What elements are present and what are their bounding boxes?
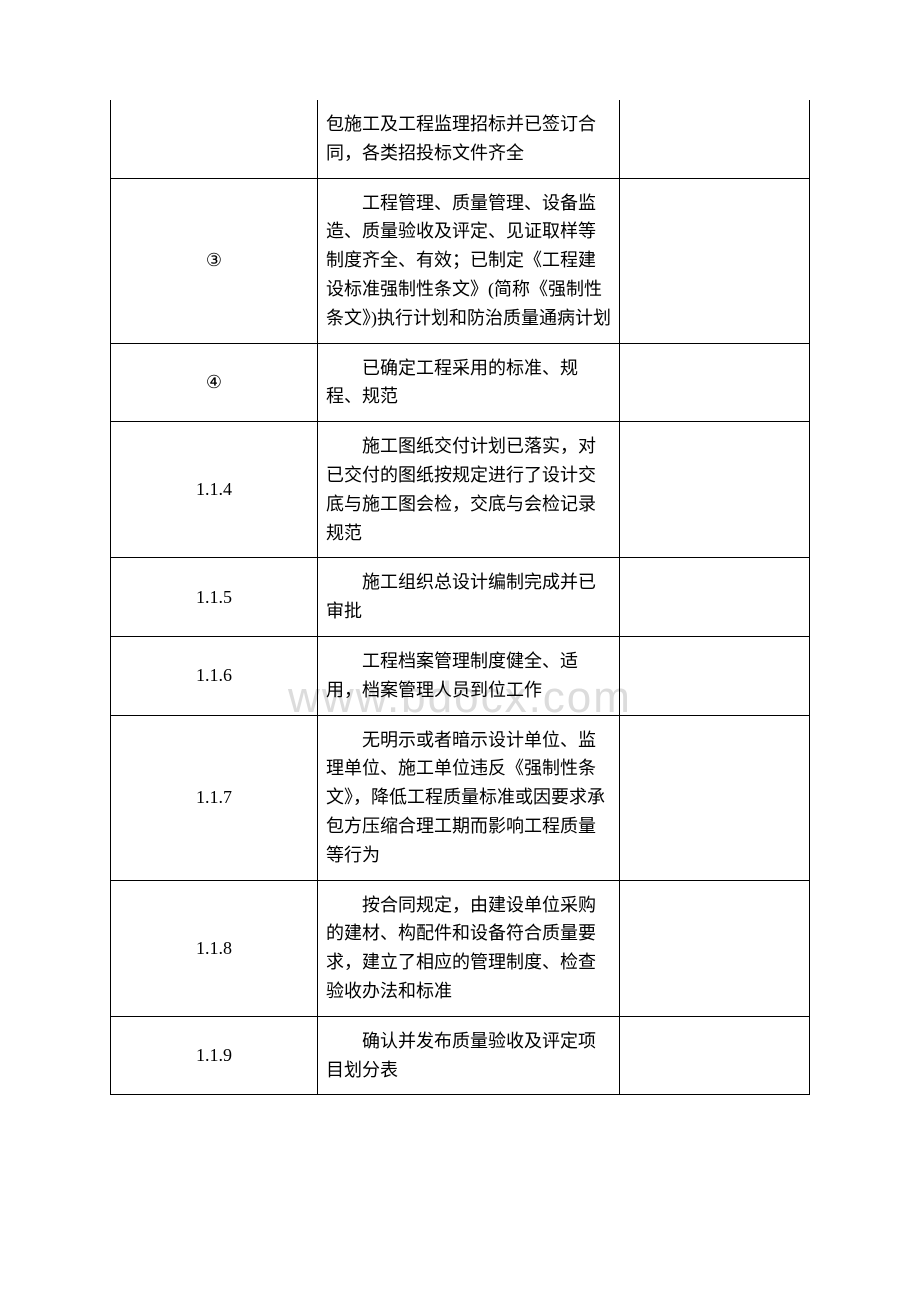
row-remark-cell xyxy=(620,100,810,178)
row-id-cell: 1.1.6 xyxy=(111,636,318,715)
table-row: ④ 已确定工程采用的标准、规程、规范 xyxy=(111,343,810,422)
requirements-table: 包施工及工程监理招标并已签订合同，各类招投标文件齐全 ③ 工程管理、质量管理、设… xyxy=(110,100,810,1095)
table-row: 1.1.5 施工组织总设计编制完成并已审批 xyxy=(111,558,810,637)
table-row: 1.1.6 工程档案管理制度健全、适用，档案管理人员到位工作 xyxy=(111,636,810,715)
row-id-cell: 1.1.9 xyxy=(111,1016,318,1095)
row-id-cell: 1.1.8 xyxy=(111,880,318,1016)
row-remark-cell xyxy=(620,422,810,558)
row-remark-cell xyxy=(620,178,810,343)
row-id-cell xyxy=(111,100,318,178)
row-id-cell: 1.1.7 xyxy=(111,715,318,880)
row-remark-cell xyxy=(620,715,810,880)
row-remark-cell xyxy=(620,1016,810,1095)
row-content-cell: 施工组织总设计编制完成并已审批 xyxy=(318,558,620,637)
row-content-cell: 工程管理、质量管理、设备监造、质量验收及评定、见证取样等制度齐全、有效；已制定《… xyxy=(318,178,620,343)
row-content-cell: 施工图纸交付计划已落实，对已交付的图纸按规定进行了设计交底与施工图会检，交底与会… xyxy=(318,422,620,558)
row-remark-cell xyxy=(620,636,810,715)
table-row: 1.1.7 无明示或者暗示设计单位、监理单位、施工单位违反《强制性条文》，降低工… xyxy=(111,715,810,880)
row-remark-cell xyxy=(620,880,810,1016)
row-id-cell: 1.1.4 xyxy=(111,422,318,558)
row-content-cell: 无明示或者暗示设计单位、监理单位、施工单位违反《强制性条文》，降低工程质量标准或… xyxy=(318,715,620,880)
row-content-cell: 工程档案管理制度健全、适用，档案管理人员到位工作 xyxy=(318,636,620,715)
row-remark-cell xyxy=(620,343,810,422)
row-content-cell: 按合同规定，由建设单位采购的建材、构配件和设备符合质量要求，建立了相应的管理制度… xyxy=(318,880,620,1016)
row-content-cell: 已确定工程采用的标准、规程、规范 xyxy=(318,343,620,422)
table-row: 1.1.9 确认并发布质量验收及评定项目划分表 xyxy=(111,1016,810,1095)
document-page: www.bdocx.com 包施工及工程监理招标并已签订合同，各类招投标文件齐全… xyxy=(0,0,920,1215)
table-row: 1.1.4 施工图纸交付计划已落实，对已交付的图纸按规定进行了设计交底与施工图会… xyxy=(111,422,810,558)
row-content-cell: 确认并发布质量验收及评定项目划分表 xyxy=(318,1016,620,1095)
table-row: 1.1.8 按合同规定，由建设单位采购的建材、构配件和设备符合质量要求，建立了相… xyxy=(111,880,810,1016)
row-id-cell: ③ xyxy=(111,178,318,343)
row-content-cell: 包施工及工程监理招标并已签订合同，各类招投标文件齐全 xyxy=(318,100,620,178)
table-row: ③ 工程管理、质量管理、设备监造、质量验收及评定、见证取样等制度齐全、有效；已制… xyxy=(111,178,810,343)
row-id-cell: 1.1.5 xyxy=(111,558,318,637)
row-id-cell: ④ xyxy=(111,343,318,422)
table-row: 包施工及工程监理招标并已签订合同，各类招投标文件齐全 xyxy=(111,100,810,178)
row-remark-cell xyxy=(620,558,810,637)
